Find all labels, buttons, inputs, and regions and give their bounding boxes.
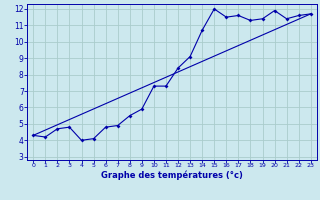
X-axis label: Graphe des températures (°c): Graphe des températures (°c) (101, 171, 243, 180)
